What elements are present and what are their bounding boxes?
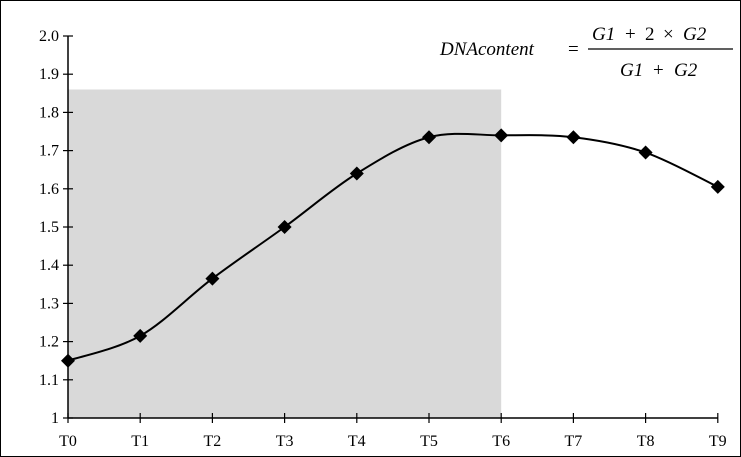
formula-equals: = [568,39,579,60]
x-tick-label: T4 [348,433,366,450]
data-point-marker [133,328,148,343]
x-tick-label: T1 [131,433,149,450]
x-tick-label: T3 [276,433,294,450]
formula-num-g2: G2 [683,24,707,45]
x-tick-label: T8 [637,433,655,450]
formula-num-times: × [663,24,674,45]
x-tick-label: T7 [565,433,583,450]
y-tick-label: 1.3 [39,295,59,312]
formula-num-g1: G1 [592,24,615,45]
data-point-marker [349,166,364,181]
series-line [67,132,719,362]
tick-group: 1 1.1 1.2 1.3 1.4 1.5 1.6 1.7 1.8 1.9 2.0 T0 T1 T2 T3 T… [39,28,727,450]
y-tick-label: 1.9 [39,66,59,83]
y-tick-label: 1.8 [39,104,59,121]
data-point-marker [205,271,220,286]
x-tick-label: T0 [59,433,77,450]
y-tick-label: 1.2 [39,334,59,351]
x-tick-label: T5 [420,433,438,450]
marker-group [61,128,725,368]
formula-annotation: DNAcontent = G1 + 2 × G2 G1 + G2 [439,24,733,81]
formula-den-g1: G1 [620,60,643,81]
data-point-marker [422,130,436,145]
formula-den-plus: + [653,60,664,81]
data-point-marker [710,179,725,194]
y-tick-label: 1.6 [39,181,59,198]
formula-den-g2: G2 [674,60,698,81]
shaded-region [68,89,502,418]
y-tick-label: 1.5 [39,219,59,236]
formula-num-plus: + [625,24,636,45]
y-tick-label: 1.1 [39,372,59,389]
y-tick-label: 1.7 [39,143,59,160]
formula-lhs: DNAcontent [439,39,535,60]
data-point-marker [638,145,653,160]
x-tick-label: T6 [492,433,510,450]
data-point-marker [61,353,75,368]
data-point-marker [566,130,581,145]
data-point-marker [277,220,292,234]
formula-num-coef: 2 [645,24,655,45]
data-point-marker [494,128,509,143]
x-tick-label: T9 [709,433,727,450]
y-tick-label: 2.0 [39,28,59,45]
x-tick-label: T2 [204,433,222,450]
y-tick-label: 1.4 [39,257,59,274]
y-tick-label: 1 [51,410,59,427]
